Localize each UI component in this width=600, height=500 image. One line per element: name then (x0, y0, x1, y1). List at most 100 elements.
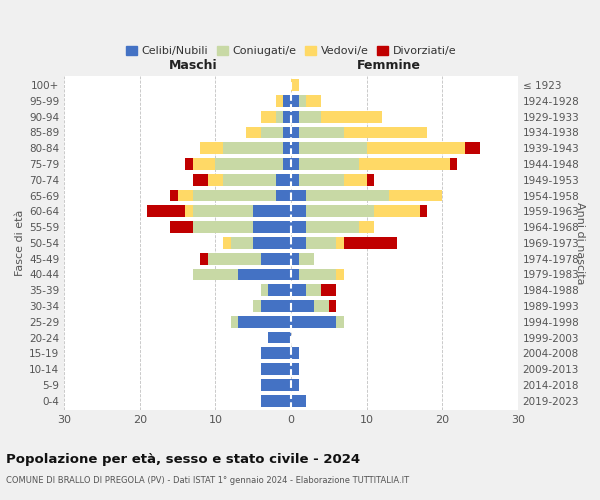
Bar (291, 379, 299, 391)
Bar (276, 190, 291, 202)
Bar (215, 158, 283, 170)
Bar (261, 111, 276, 122)
Bar (268, 284, 291, 296)
Bar (306, 237, 337, 249)
Bar (359, 221, 374, 233)
Bar (291, 300, 314, 312)
Bar (291, 158, 299, 170)
Bar (291, 206, 306, 218)
Bar (193, 174, 208, 186)
Bar (299, 174, 344, 186)
Text: Maschi: Maschi (169, 60, 217, 72)
Bar (193, 268, 238, 280)
Bar (299, 268, 337, 280)
Bar (344, 174, 367, 186)
Bar (344, 126, 427, 138)
Bar (291, 190, 306, 202)
Bar (283, 95, 291, 107)
Bar (450, 158, 457, 170)
Text: COMUNE DI BRALLO DI PREGOLA (PV) - Dati ISTAT 1° gennaio 2024 - Elaborazione TUT: COMUNE DI BRALLO DI PREGOLA (PV) - Dati … (6, 476, 409, 485)
Bar (321, 111, 382, 122)
Bar (291, 111, 299, 122)
Y-axis label: Fasce di età: Fasce di età (15, 210, 25, 276)
Bar (389, 190, 442, 202)
Bar (283, 126, 291, 138)
Bar (291, 316, 337, 328)
Bar (283, 142, 291, 154)
Bar (238, 268, 291, 280)
Bar (253, 206, 291, 218)
Bar (291, 174, 299, 186)
Bar (253, 300, 261, 312)
Bar (193, 158, 215, 170)
Text: Popolazione per età, sesso e stato civile - 2024: Popolazione per età, sesso e stato civil… (6, 452, 360, 466)
Bar (299, 95, 306, 107)
Bar (306, 221, 359, 233)
Bar (261, 284, 268, 296)
Bar (246, 126, 261, 138)
Bar (253, 221, 291, 233)
Bar (230, 237, 253, 249)
Bar (291, 142, 299, 154)
Bar (299, 158, 359, 170)
Bar (276, 174, 291, 186)
Bar (306, 284, 321, 296)
Bar (276, 111, 283, 122)
Bar (291, 395, 306, 406)
Bar (178, 190, 193, 202)
Bar (230, 316, 238, 328)
Bar (291, 363, 299, 375)
Bar (261, 348, 291, 360)
Text: Femmine: Femmine (358, 60, 421, 72)
Bar (359, 158, 450, 170)
Bar (238, 316, 291, 328)
Bar (261, 379, 291, 391)
Bar (329, 300, 337, 312)
Bar (208, 174, 223, 186)
Bar (291, 126, 299, 138)
Bar (170, 190, 178, 202)
Bar (299, 126, 344, 138)
Bar (465, 142, 480, 154)
Bar (261, 126, 283, 138)
Bar (344, 237, 397, 249)
Bar (185, 206, 193, 218)
Bar (306, 95, 321, 107)
Bar (200, 253, 208, 264)
Bar (291, 95, 299, 107)
Bar (291, 221, 306, 233)
Bar (291, 237, 306, 249)
Bar (306, 190, 389, 202)
Bar (337, 237, 344, 249)
Bar (321, 284, 337, 296)
Bar (291, 348, 299, 360)
Bar (291, 268, 299, 280)
Bar (283, 111, 291, 122)
Bar (223, 237, 230, 249)
Bar (314, 300, 329, 312)
Bar (374, 206, 419, 218)
Bar (261, 363, 291, 375)
Bar (170, 221, 193, 233)
Bar (299, 142, 367, 154)
Bar (185, 158, 193, 170)
Y-axis label: Anni di nascita: Anni di nascita (575, 202, 585, 284)
Bar (299, 111, 321, 122)
Bar (253, 237, 291, 249)
Bar (367, 142, 465, 154)
Bar (261, 253, 291, 264)
Bar (268, 332, 291, 344)
Bar (193, 190, 276, 202)
Bar (367, 174, 374, 186)
Bar (148, 206, 185, 218)
Bar (337, 316, 344, 328)
Bar (223, 142, 283, 154)
Bar (193, 221, 253, 233)
Bar (200, 142, 223, 154)
Legend: Celibi/Nubili, Coniugati/e, Vedovi/e, Divorziati/e: Celibi/Nubili, Coniugati/e, Vedovi/e, Di… (121, 41, 461, 60)
Bar (419, 206, 427, 218)
Bar (223, 174, 276, 186)
Bar (193, 206, 253, 218)
Bar (276, 95, 283, 107)
Bar (261, 300, 291, 312)
